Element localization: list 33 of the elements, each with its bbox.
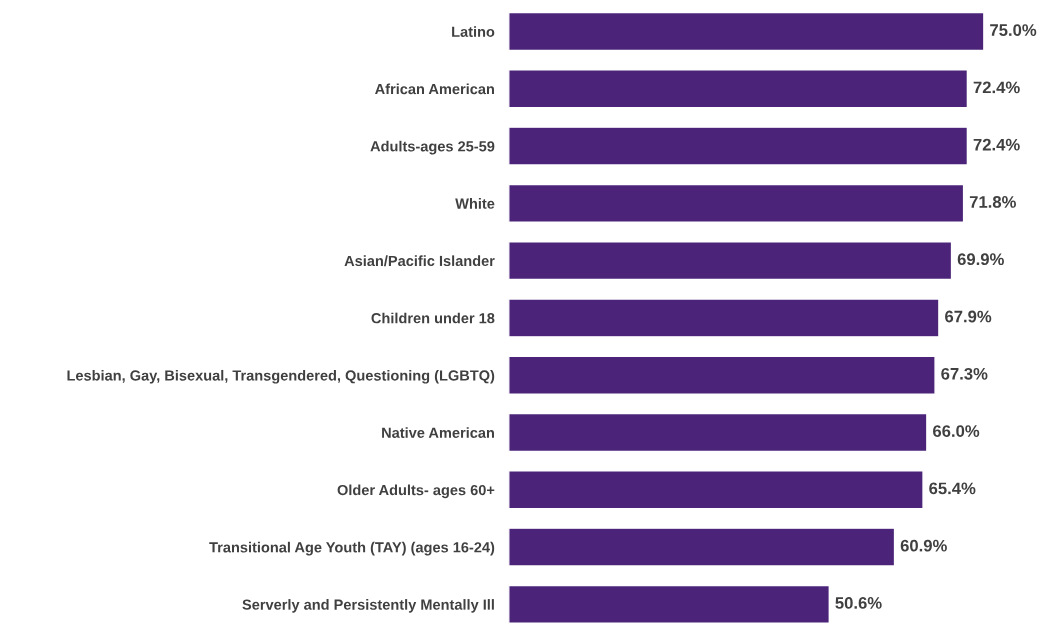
data-label: 69.9% xyxy=(957,253,1004,266)
y-tick-label: Lesbian, Gay, Bisexual, Transgendered, Questioning (LGBTQ) xyxy=(67,369,495,384)
data-label: 60.9% xyxy=(900,539,947,552)
y-tick-label: White xyxy=(455,198,495,209)
bar xyxy=(508,298,940,338)
bar xyxy=(508,126,969,166)
data-label: 65.4% xyxy=(929,482,976,495)
data-label: 66.0% xyxy=(933,425,980,437)
bar xyxy=(508,470,924,510)
data-label: 50.6% xyxy=(835,597,882,609)
data-label: 72.4% xyxy=(973,138,1020,151)
y-tick-label: African American xyxy=(375,83,494,95)
y-tick-label: Serverly and Persistently Mentally Ill xyxy=(242,599,494,613)
data-label: 72.4% xyxy=(973,81,1020,94)
bar xyxy=(508,11,985,52)
y-tick-label: Transitional Age Youth (TAY) (ages 16-24) xyxy=(209,541,495,556)
data-label: 75.0% xyxy=(990,24,1037,36)
bar xyxy=(508,355,936,395)
bar xyxy=(508,241,953,281)
y-tick-label: Native American xyxy=(382,427,494,438)
data-label: 71.8% xyxy=(969,196,1016,208)
bar xyxy=(508,527,896,567)
y-tick-label: Latino xyxy=(452,26,495,37)
data-label: 67.9% xyxy=(945,310,992,323)
data-label: 67.3% xyxy=(941,367,988,380)
bar xyxy=(508,69,969,109)
bar xyxy=(508,412,928,453)
bar xyxy=(508,584,830,624)
y-tick-label: Older Adults- ages 60+ xyxy=(337,484,495,499)
bar xyxy=(508,183,965,223)
y-tick-label: Adults-ages 25-59 xyxy=(370,140,495,155)
y-tick-label: Children under 18 xyxy=(371,312,495,324)
y-tick-label: Asian/Pacific Islander xyxy=(344,255,495,267)
